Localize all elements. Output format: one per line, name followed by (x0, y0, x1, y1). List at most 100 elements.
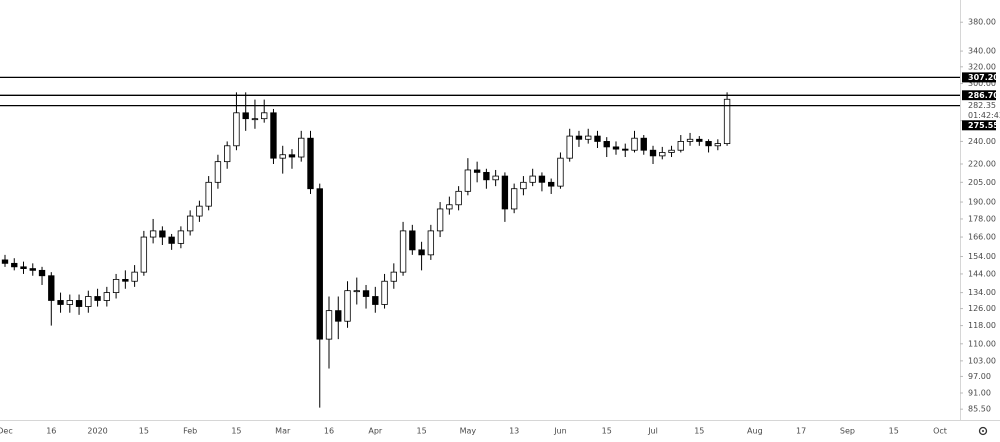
candle-body (372, 296, 379, 305)
candle-body (399, 230, 407, 273)
candle-body (103, 292, 111, 301)
candle-body (1, 259, 9, 264)
y-tick-label: 380.00 (968, 18, 996, 27)
candle-body (233, 112, 240, 147)
x-tick-label: 15 (139, 427, 149, 436)
y-tick-label: 300.00 (968, 79, 996, 88)
candle-body (168, 236, 175, 244)
x-tick-label: 16 (46, 427, 56, 436)
candle-body (75, 300, 83, 307)
y-tick-label: 340.00 (968, 47, 996, 56)
candle-body (473, 169, 481, 173)
y-tick-label: 320.00 (968, 62, 996, 71)
y-tick-label: 134.00 (968, 288, 996, 297)
x-tick-label: Sep (840, 427, 855, 436)
candle-body (668, 149, 675, 153)
candle-body (510, 188, 518, 210)
y-tick-label: 91.00 (968, 388, 991, 397)
candle-body (520, 181, 527, 190)
x-tick-label: Oct (933, 427, 947, 436)
candle-body (446, 204, 453, 210)
candle-body (566, 135, 573, 159)
y-tick-label: 103.00 (968, 356, 996, 365)
candle-body (325, 310, 333, 340)
y-tick-label: 240.00 (968, 137, 996, 146)
candle-body (622, 148, 629, 151)
candle-body (714, 143, 721, 147)
candle-body (122, 278, 129, 282)
settings-button[interactable] (978, 426, 988, 436)
candle-body (585, 135, 592, 140)
candle-body (270, 112, 277, 159)
candle-body (242, 112, 249, 120)
candle-body (409, 230, 416, 251)
candle-body (261, 112, 268, 120)
candle-body (631, 137, 638, 151)
candle-body (705, 141, 712, 147)
candle-body (214, 161, 222, 183)
price-label-box (962, 90, 996, 101)
settings-icon[interactable] (978, 426, 988, 436)
candle-body (279, 154, 286, 159)
y-tick-label: 220.00 (968, 160, 996, 169)
candle-body (66, 300, 73, 305)
x-tick-label: 13 (509, 427, 519, 436)
x-tick-label: Feb (183, 427, 197, 436)
price-label-box (962, 120, 996, 131)
candle-body (20, 266, 27, 269)
candle-body (659, 152, 666, 157)
candle-body (418, 249, 425, 256)
candle-body (177, 230, 185, 244)
candle-body (288, 154, 296, 158)
candle-body (640, 137, 647, 151)
y-tick-label: 178.00 (968, 214, 996, 223)
candle-body (316, 188, 323, 340)
candle-body (131, 271, 138, 282)
x-tick-label: May (460, 427, 477, 436)
candle-body (307, 137, 314, 190)
price-label-box (962, 72, 996, 83)
candle-body (501, 175, 509, 210)
y-tick-label: 85.50 (968, 405, 991, 414)
candle-body (381, 280, 388, 305)
candle-body (362, 290, 370, 297)
candle-body (205, 181, 212, 207)
x-tick-label: Jul (647, 427, 658, 436)
settings-icon-center[interactable] (982, 430, 984, 432)
candle-body (48, 275, 55, 301)
candle-body (492, 175, 499, 181)
x-tick-label: 17 (796, 427, 806, 436)
candle-body (464, 169, 472, 192)
candle-body (548, 181, 555, 187)
candle-body (427, 230, 435, 256)
candle-body (112, 278, 120, 294)
y-tick-label: 97.00 (968, 372, 991, 381)
candle-body (455, 190, 462, 206)
candle-body (686, 138, 694, 142)
candle-body (603, 141, 610, 148)
candle-body (94, 296, 101, 301)
candle-body (390, 271, 397, 282)
price-label: 275.55 (968, 121, 999, 130)
y-tick-label: 110.00 (968, 339, 996, 348)
candle-body (57, 300, 64, 305)
candle-body (529, 175, 536, 183)
last-price-box (962, 100, 996, 121)
x-tick-label: 15 (694, 427, 704, 436)
last-price-label: 282.35 (968, 101, 996, 110)
candle-body (353, 290, 360, 293)
candle-body (344, 290, 351, 322)
candle-body (335, 310, 342, 322)
countdown-label: 01:42:43 (968, 111, 1000, 120)
y-tick-label: 190.00 (968, 198, 996, 207)
x-tick-label: 15 (231, 427, 241, 436)
x-tick-label: 15 (602, 427, 612, 436)
x-tick-label: Dec (0, 427, 13, 436)
candle-body (723, 98, 731, 145)
x-tick-label: 15 (416, 427, 426, 436)
y-tick-label: 166.00 (968, 233, 996, 242)
candle-body (38, 269, 46, 277)
price-label: 307.20 (968, 73, 999, 82)
